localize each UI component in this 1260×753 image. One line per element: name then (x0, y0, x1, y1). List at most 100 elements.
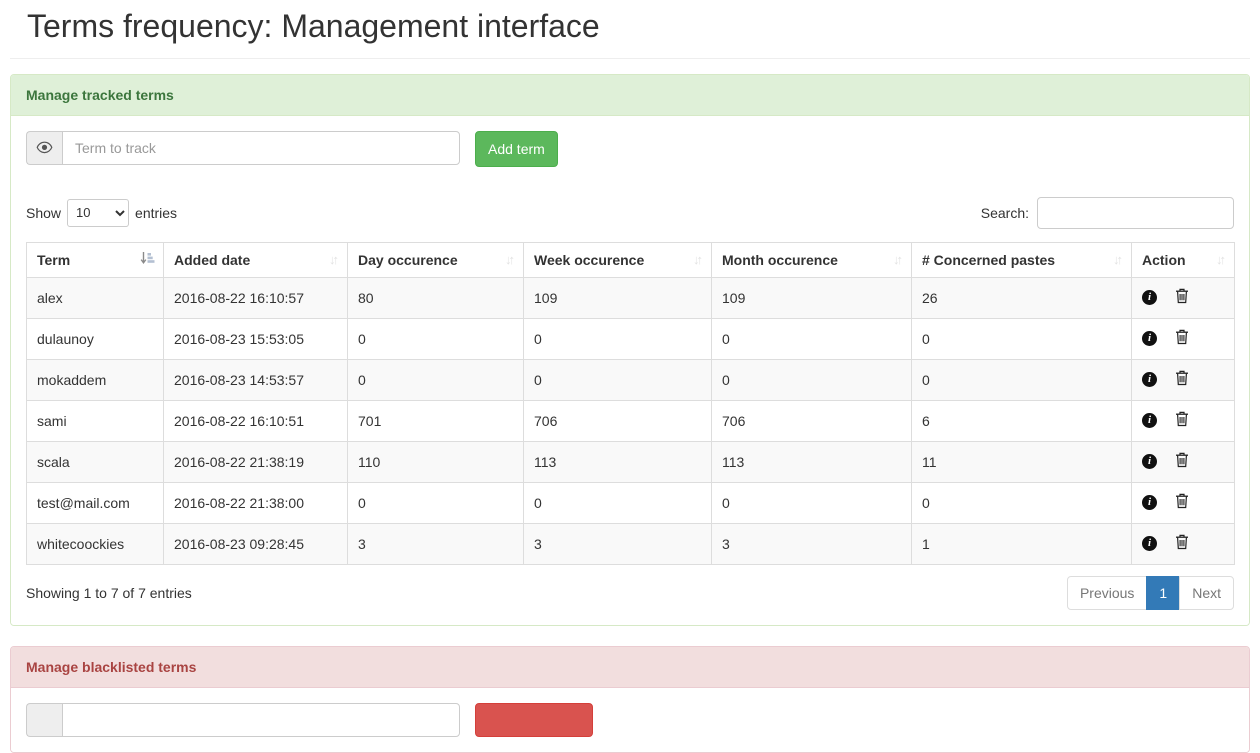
blacklisted-terms-heading: Manage blacklisted terms (11, 646, 1249, 688)
month-occurence-cell: 109 (711, 276, 912, 319)
action-cell: i (1131, 276, 1235, 319)
sort-icon: ↓↑ (693, 251, 703, 267)
info-circle-icon[interactable]: i (1142, 290, 1157, 306)
tracked-terms-heading: Manage tracked terms (11, 74, 1249, 116)
action-cell: i (1131, 358, 1235, 401)
sort-icon: ↓↑ (505, 251, 515, 267)
blacklist-term-input[interactable] (62, 702, 460, 737)
term-cell: whitecoockies (26, 522, 164, 565)
term-input-group (26, 130, 460, 165)
month-occurence-cell: 0 (711, 317, 912, 360)
term-cell: sami (26, 399, 164, 442)
table-header-row: Term (26, 241, 1235, 278)
added-date-cell: 2016-08-22 16:10:57 (163, 276, 348, 319)
week-occurence-cell: 113 (523, 440, 712, 483)
info-circle-icon[interactable]: i (1142, 495, 1157, 511)
concerned-pastes-cell: 0 (911, 481, 1132, 524)
page-title: Terms frequency: Management interface (27, 8, 600, 44)
add-term-button[interactable]: Add term (475, 130, 558, 167)
concerned-pastes-cell: 26 (911, 276, 1132, 319)
blacklisted-terms-body (11, 687, 1249, 752)
month-occurence-cell: 0 (711, 358, 912, 401)
trash-icon[interactable] (1175, 534, 1189, 554)
add-blacklist-form (26, 702, 1234, 737)
pagination-previous[interactable]: Previous (1066, 575, 1148, 610)
action-cell: i (1131, 317, 1235, 360)
column-header-month-occurence[interactable]: Month occurence ↓↑ (711, 241, 912, 278)
week-occurence-cell: 706 (523, 399, 712, 442)
column-header-added-date[interactable]: Added date ↓↑ (163, 241, 348, 278)
entries-label: entries (135, 204, 178, 221)
trash-icon[interactable] (1175, 493, 1189, 513)
table-row: alex 2016-08-22 16:10:57 80 109 109 26 i (26, 276, 1235, 319)
info-circle-icon[interactable]: i (1142, 454, 1157, 470)
table-row: mokaddem 2016-08-23 14:53:57 0 0 0 0 i (26, 358, 1235, 401)
column-header-action[interactable]: Action ↓↑ (1131, 241, 1235, 278)
concerned-pastes-cell: 0 (911, 358, 1132, 401)
column-header-week-occurence[interactable]: Week occurence ↓↑ (523, 241, 712, 278)
info-circle-icon[interactable]: i (1142, 331, 1157, 347)
blacklist-addon-icon (26, 702, 62, 737)
added-date-cell: 2016-08-22 21:38:19 (163, 440, 348, 483)
added-date-cell: 2016-08-22 16:10:51 (163, 399, 348, 442)
info-circle-icon[interactable]: i (1142, 536, 1157, 552)
pagination-page-1[interactable]: 1 (1146, 575, 1181, 610)
concerned-pastes-cell: 1 (911, 522, 1132, 565)
table-row: dulaunoy 2016-08-23 15:53:05 0 0 0 0 i (26, 317, 1235, 360)
tracked-terms-panel: Manage tracked terms Add term Show (10, 73, 1250, 626)
trash-icon[interactable] (1175, 452, 1189, 472)
concerned-pastes-cell: 0 (911, 317, 1132, 360)
title-divider (10, 57, 1250, 59)
datatable-controls: Show 10 entries Search: (26, 196, 1234, 229)
week-occurence-cell: 0 (523, 481, 712, 524)
trash-icon[interactable] (1175, 288, 1189, 308)
blacklist-add-button[interactable] (475, 702, 593, 737)
blacklisted-terms-panel: Manage blacklisted terms (10, 645, 1250, 753)
week-occurence-cell: 109 (523, 276, 712, 319)
column-header-day-occurence[interactable]: Day occurence ↓↑ (347, 241, 524, 278)
day-occurence-cell: 110 (347, 440, 524, 483)
week-occurence-cell: 0 (523, 317, 712, 360)
datatable-footer: Showing 1 to 7 of 7 entries Previous 1 N… (26, 575, 1234, 610)
action-cell: i (1131, 481, 1235, 524)
added-date-cell: 2016-08-23 14:53:57 (163, 358, 348, 401)
info-circle-icon[interactable]: i (1142, 372, 1157, 388)
added-date-cell: 2016-08-22 21:38:00 (163, 481, 348, 524)
day-occurence-cell: 0 (347, 358, 524, 401)
info-circle-icon[interactable]: i (1142, 413, 1157, 429)
sort-icon: ↓↑ (1216, 251, 1226, 267)
page-length-select[interactable]: 10 (67, 198, 130, 227)
week-occurence-cell: 3 (523, 522, 712, 565)
page-container: Terms frequency: Management interface Ma… (0, 8, 1260, 753)
day-occurence-cell: 0 (347, 481, 524, 524)
add-term-form: Add term (26, 130, 1234, 167)
term-to-track-input[interactable] (62, 130, 460, 165)
term-cell: dulaunoy (26, 317, 164, 360)
trash-icon[interactable] (1175, 329, 1189, 349)
show-label: Show (26, 204, 62, 221)
added-date-cell: 2016-08-23 09:28:45 (163, 522, 348, 565)
trash-icon[interactable] (1175, 370, 1189, 390)
action-cell: i (1131, 440, 1235, 483)
table-row: whitecoockies 2016-08-23 09:28:45 3 3 3 … (26, 522, 1235, 565)
trash-icon[interactable] (1175, 411, 1189, 431)
eye-icon (26, 130, 62, 165)
month-occurence-cell: 706 (711, 399, 912, 442)
pagination: Previous 1 Next (1066, 575, 1234, 610)
action-cell: i (1131, 399, 1235, 442)
column-header-concerned-pastes[interactable]: # Concerned pastes ↓↑ (911, 241, 1132, 278)
day-occurence-cell: 0 (347, 317, 524, 360)
term-cell: alex (26, 276, 164, 319)
day-occurence-cell: 80 (347, 276, 524, 319)
search-input[interactable] (1037, 196, 1234, 229)
table-row: sami 2016-08-22 16:10:51 701 706 706 6 i (26, 399, 1235, 442)
table-info: Showing 1 to 7 of 7 entries (26, 584, 192, 601)
tracked-terms-table: Term (26, 241, 1235, 565)
column-header-term[interactable]: Term (26, 241, 164, 278)
page-length-control: Show 10 entries (26, 198, 178, 227)
month-occurence-cell: 113 (711, 440, 912, 483)
table-row: test@mail.com 2016-08-22 21:38:00 0 0 0 … (26, 481, 1235, 524)
concerned-pastes-cell: 6 (911, 399, 1132, 442)
sort-icon: ↓↑ (329, 251, 339, 267)
pagination-next[interactable]: Next (1179, 575, 1234, 610)
